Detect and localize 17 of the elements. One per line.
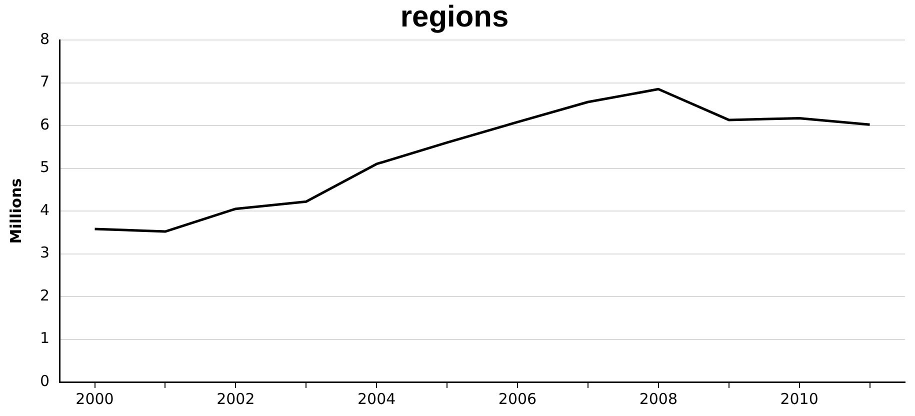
- x-tick-label: 2002: [216, 390, 255, 408]
- x-tick-label: 2010: [780, 390, 818, 408]
- y-tick-label: 1: [40, 329, 50, 348]
- y-tick-label: 8: [40, 30, 50, 48]
- x-tick-label: 2000: [76, 390, 114, 408]
- x-tick-label: 2008: [639, 390, 678, 408]
- x-tick-label: 2006: [498, 390, 537, 408]
- x-tick-label: 2004: [357, 390, 396, 408]
- y-tick-label: 0: [40, 372, 50, 390]
- y-tick-label: 5: [40, 158, 50, 176]
- chart-title: regions: [400, 0, 509, 34]
- y-tick-label: 4: [40, 200, 50, 219]
- y-tick-label: 6: [40, 115, 50, 134]
- y-tick-label: 7: [40, 72, 50, 91]
- y-axis-title: Millions: [6, 178, 25, 244]
- y-tick-label: 3: [40, 244, 50, 262]
- y-tick-label: 2: [40, 286, 50, 304]
